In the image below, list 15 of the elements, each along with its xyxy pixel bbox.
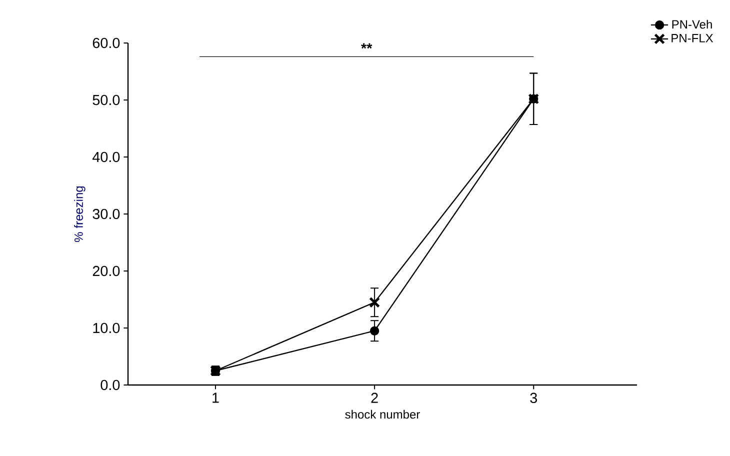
y-tick-label: 10.0 (93, 322, 120, 334)
y-axis-title: % freezing (74, 186, 86, 242)
x-tick-label: 1 (212, 392, 219, 403)
legend-label: PN-FLX (672, 34, 714, 42)
y-tick-label: 20.0 (92, 266, 120, 276)
x-axis-title: shock number (345, 410, 420, 419)
x-tick-label: 2 (371, 392, 378, 403)
x-tick-label: 3 (530, 392, 537, 403)
annotation: ** (361, 43, 372, 49)
legend-label: PN-Veh (672, 20, 712, 29)
y-tick-label: 40.0 (92, 152, 120, 162)
y-tick-label: 60.0 (92, 38, 120, 48)
y-tick-label: 0.0 (100, 380, 120, 390)
y-tick-label: 30.0 (92, 208, 120, 220)
y-tick-label: 50.0 (92, 94, 120, 106)
